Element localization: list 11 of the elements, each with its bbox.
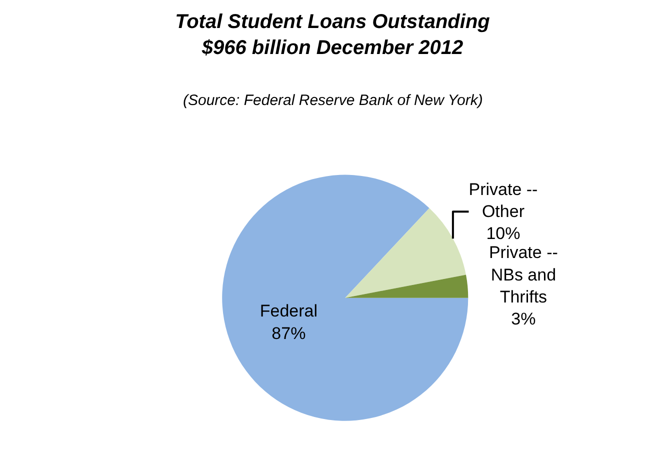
data-label: 10% bbox=[486, 224, 520, 244]
chart-subtitle: (Source: Federal Reserve Bank of New York) bbox=[183, 92, 483, 109]
slice-label: Federal bbox=[260, 302, 318, 321]
chart-title: Total Student Loans Outstanding $966 billion December 2012 bbox=[175, 11, 490, 59]
pie-slice bbox=[345, 274, 468, 298]
pie-slice bbox=[222, 174, 468, 421]
data-label: 3% bbox=[511, 310, 536, 329]
pie-slice bbox=[345, 208, 466, 298]
slice-label: Private -- Other bbox=[468, 180, 538, 222]
data-label: 87% bbox=[272, 324, 306, 343]
slice-label: Private -- NBs and Thrifts bbox=[488, 243, 558, 306]
